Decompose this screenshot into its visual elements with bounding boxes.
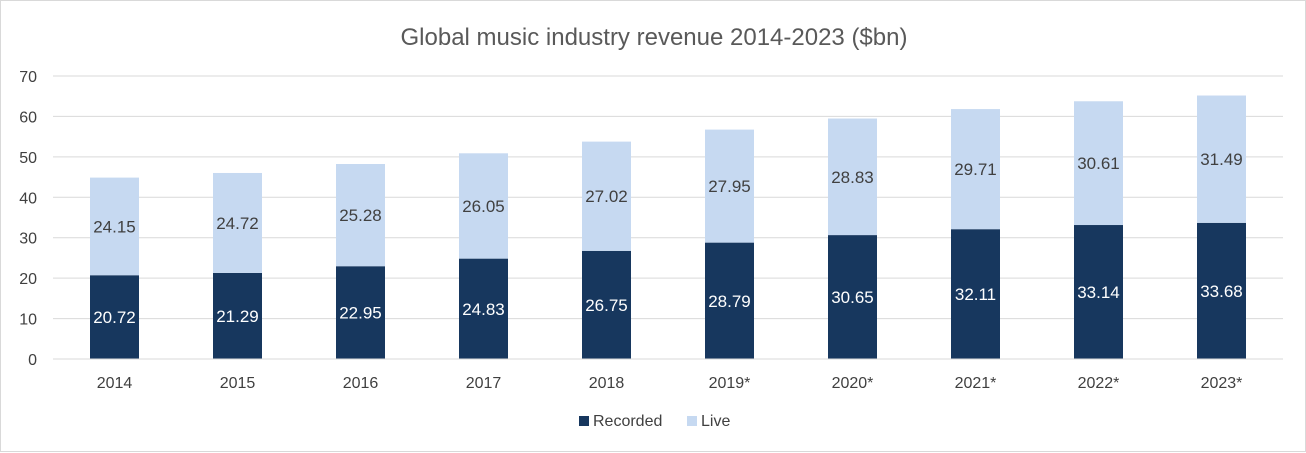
y-tick-label: 30 bbox=[19, 231, 37, 248]
bar-recorded-2020 bbox=[828, 235, 877, 359]
bar-live-2016 bbox=[336, 164, 385, 267]
bar-live-2021 bbox=[951, 109, 1000, 230]
x-tick-label: 2022* bbox=[1078, 375, 1120, 392]
legend-swatch-live bbox=[687, 416, 697, 426]
data-label-recorded: 32.11 bbox=[955, 285, 996, 304]
bars: 20.72 24.15 21.29 24.72 22.95 25.28 24.83 26.05… bbox=[90, 95, 1246, 359]
x-tick-label: 2020* bbox=[832, 375, 874, 392]
data-label-live: 28.83 bbox=[831, 168, 874, 187]
bar-live-2020 bbox=[828, 118, 877, 236]
bar-recorded-2021 bbox=[951, 229, 1000, 359]
bar-live-2019 bbox=[705, 129, 754, 243]
y-tick-label: 10 bbox=[19, 312, 37, 329]
bar-live-2018 bbox=[582, 141, 631, 251]
bar-recorded-2016 bbox=[336, 266, 385, 359]
x-tick-label: 2019* bbox=[709, 375, 751, 392]
legend-swatch-recorded bbox=[579, 416, 589, 426]
bar-recorded-2022 bbox=[1074, 225, 1123, 359]
bar-recorded-2015 bbox=[213, 272, 262, 359]
data-label-live: 30.61 bbox=[1077, 154, 1120, 173]
data-label-live: 31.49 bbox=[1200, 150, 1243, 169]
bar-live-2023 bbox=[1197, 95, 1246, 223]
y-tick-label: 20 bbox=[19, 271, 37, 288]
data-label-recorded: 26.75 bbox=[585, 296, 628, 315]
data-label-live: 25.28 bbox=[339, 206, 382, 225]
data-label-recorded: 33.68 bbox=[1200, 282, 1243, 301]
bar-live-2017 bbox=[459, 153, 508, 259]
x-tick-label: 2014 bbox=[97, 375, 133, 392]
data-label-live: 24.72 bbox=[216, 214, 259, 233]
x-tick-label: 2023* bbox=[1201, 375, 1243, 392]
y-tick-label: 40 bbox=[19, 190, 37, 207]
bar-recorded-2019 bbox=[705, 242, 754, 359]
legend-label-recorded: Recorded bbox=[593, 413, 662, 430]
y-tick-label: 70 bbox=[19, 69, 37, 86]
data-label-recorded: 21.29 bbox=[216, 307, 259, 326]
data-label-live: 27.02 bbox=[585, 187, 628, 206]
data-label-live: 26.05 bbox=[462, 197, 505, 216]
bar-live-2014 bbox=[90, 177, 139, 276]
data-label-recorded: 20.72 bbox=[93, 308, 136, 327]
data-label-recorded: 30.65 bbox=[831, 288, 874, 307]
bar-live-2015 bbox=[213, 172, 262, 273]
x-axis: 2014 2015 2016 2017 2018 2019* 2020* 2021* 2022*… bbox=[53, 358, 1283, 392]
y-tick-label: 50 bbox=[19, 150, 37, 167]
bar-recorded-2023 bbox=[1197, 222, 1246, 359]
bar-recorded-2018 bbox=[582, 250, 631, 359]
bar-recorded-2017 bbox=[459, 258, 508, 359]
x-tick-label: 2018 bbox=[589, 375, 625, 392]
data-label-recorded: 33.14 bbox=[1077, 283, 1120, 302]
y-axis: 0 10 20 30 40 50 60 70 bbox=[19, 69, 37, 369]
y-tick-label: 0 bbox=[28, 352, 37, 369]
bar-recorded-2014 bbox=[90, 275, 139, 359]
data-label-recorded: 22.95 bbox=[339, 304, 382, 323]
bar-live-2022 bbox=[1074, 101, 1123, 226]
x-tick-label: 2015 bbox=[220, 375, 256, 392]
legend-label-live: Live bbox=[701, 413, 730, 430]
chart-title: Global music industry revenue 2014-2023 … bbox=[401, 24, 908, 51]
y-tick-label: 60 bbox=[19, 109, 37, 126]
data-label-live: 29.71 bbox=[954, 160, 997, 179]
data-label-recorded: 28.79 bbox=[708, 292, 751, 311]
data-label-live: 27.95 bbox=[708, 177, 751, 196]
data-label-live: 24.15 bbox=[93, 217, 136, 236]
x-tick-label: 2021* bbox=[955, 375, 997, 392]
x-tick-label: 2016 bbox=[343, 375, 379, 392]
data-label-recorded: 24.83 bbox=[462, 300, 505, 319]
legend: Recorded Live bbox=[579, 413, 730, 430]
x-tick-label: 2017 bbox=[466, 375, 502, 392]
